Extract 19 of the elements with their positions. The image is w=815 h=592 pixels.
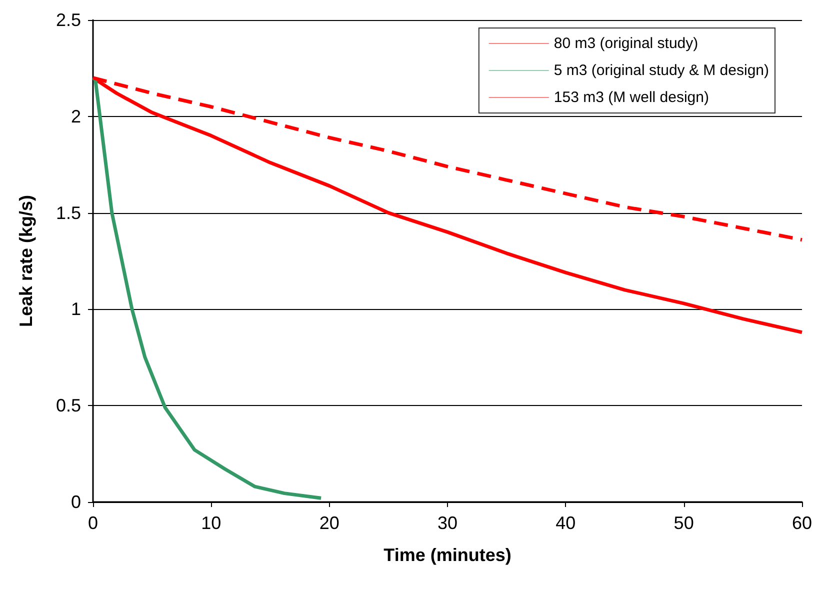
y-tick-label: 2	[70, 106, 81, 126]
legend-label: 153 m3 (M well design)	[554, 89, 709, 106]
y-tick-label: 0.5	[56, 396, 81, 416]
line-series	[91, 76, 323, 500]
legend-label: 80 m3 (original study)	[554, 35, 698, 52]
x-tick-label: 60	[792, 513, 812, 533]
y-tick-label: 1	[70, 299, 81, 320]
x-tick-label: 50	[674, 513, 694, 533]
x-tick-label: 10	[201, 513, 222, 533]
y-tick-label: 1.5	[56, 202, 81, 223]
x-tick-label: 20	[319, 513, 340, 533]
y-axis-title: Leak rate (kg/s)	[16, 194, 36, 328]
legend-label: 5 m3 (original study & M design)	[554, 62, 770, 79]
y-tick-label: 2.5	[56, 10, 81, 30]
y-tick-label: 0	[70, 492, 81, 512]
x-tick-label: 30	[437, 513, 458, 533]
x-tick-label: 0	[88, 513, 98, 533]
x-axis-title: Time (minutes)	[384, 545, 512, 565]
x-tick-label: 40	[556, 513, 576, 533]
